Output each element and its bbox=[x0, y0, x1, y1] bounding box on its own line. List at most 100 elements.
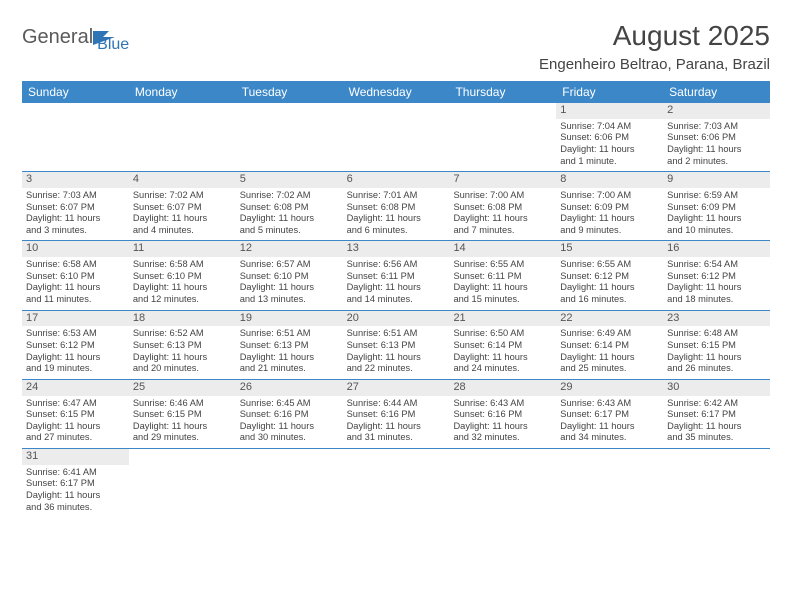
day-sunset: Sunset: 6:13 PM bbox=[133, 340, 232, 352]
day-sunrise: Sunrise: 6:45 AM bbox=[240, 398, 339, 410]
day-number-row: 31 bbox=[22, 449, 129, 465]
weekday-header: Thursday bbox=[449, 81, 556, 103]
weekday-header: Sunday bbox=[22, 81, 129, 103]
day-sunset: Sunset: 6:16 PM bbox=[240, 409, 339, 421]
day-cell: 22Sunrise: 6:49 AMSunset: 6:14 PMDayligh… bbox=[556, 311, 663, 379]
day-daylight2: and 19 minutes. bbox=[26, 363, 125, 375]
logo-text-general: General bbox=[22, 26, 93, 49]
day-sunrise: Sunrise: 6:48 AM bbox=[667, 328, 766, 340]
day-cell: 20Sunrise: 6:51 AMSunset: 6:13 PMDayligh… bbox=[343, 311, 450, 379]
day-cell bbox=[343, 103, 450, 171]
day-daylight1: Daylight: 11 hours bbox=[133, 421, 232, 433]
week-row: 1Sunrise: 7:04 AMSunset: 6:06 PMDaylight… bbox=[22, 103, 770, 172]
day-sunset: Sunset: 6:14 PM bbox=[453, 340, 552, 352]
day-cell: 25Sunrise: 6:46 AMSunset: 6:15 PMDayligh… bbox=[129, 380, 236, 448]
day-number-row: 30 bbox=[663, 380, 770, 396]
day-sunset: Sunset: 6:16 PM bbox=[453, 409, 552, 421]
month-title: August 2025 bbox=[539, 20, 770, 52]
day-cell bbox=[129, 103, 236, 171]
day-number-row: 16 bbox=[663, 241, 770, 257]
logo: General Blue bbox=[22, 20, 129, 54]
day-sunrise: Sunrise: 6:59 AM bbox=[667, 190, 766, 202]
day-cell bbox=[663, 449, 770, 517]
day-number: 30 bbox=[667, 381, 679, 393]
day-daylight1: Daylight: 11 hours bbox=[453, 352, 552, 364]
day-cell bbox=[449, 103, 556, 171]
day-sunset: Sunset: 6:10 PM bbox=[26, 271, 125, 283]
day-number: 10 bbox=[26, 242, 38, 254]
day-daylight1: Daylight: 11 hours bbox=[133, 352, 232, 364]
day-cell: 13Sunrise: 6:56 AMSunset: 6:11 PMDayligh… bbox=[343, 241, 450, 309]
week-row: 10Sunrise: 6:58 AMSunset: 6:10 PMDayligh… bbox=[22, 241, 770, 310]
day-daylight2: and 12 minutes. bbox=[133, 294, 232, 306]
day-daylight2: and 24 minutes. bbox=[453, 363, 552, 375]
day-daylight2: and 20 minutes. bbox=[133, 363, 232, 375]
day-number: 24 bbox=[26, 381, 38, 393]
day-daylight2: and 18 minutes. bbox=[667, 294, 766, 306]
day-number: 25 bbox=[133, 381, 145, 393]
day-cell: 3Sunrise: 7:03 AMSunset: 6:07 PMDaylight… bbox=[22, 172, 129, 240]
day-sunrise: Sunrise: 6:52 AM bbox=[133, 328, 232, 340]
day-cell: 1Sunrise: 7:04 AMSunset: 6:06 PMDaylight… bbox=[556, 103, 663, 171]
day-cell bbox=[22, 103, 129, 171]
day-sunset: Sunset: 6:12 PM bbox=[26, 340, 125, 352]
week-row: 3Sunrise: 7:03 AMSunset: 6:07 PMDaylight… bbox=[22, 172, 770, 241]
day-daylight2: and 7 minutes. bbox=[453, 225, 552, 237]
day-sunset: Sunset: 6:15 PM bbox=[667, 340, 766, 352]
day-number: 13 bbox=[347, 242, 359, 254]
day-cell: 21Sunrise: 6:50 AMSunset: 6:14 PMDayligh… bbox=[449, 311, 556, 379]
day-cell: 5Sunrise: 7:02 AMSunset: 6:08 PMDaylight… bbox=[236, 172, 343, 240]
logo-text-blue: Blue bbox=[97, 36, 129, 54]
day-sunset: Sunset: 6:10 PM bbox=[240, 271, 339, 283]
day-sunset: Sunset: 6:07 PM bbox=[26, 202, 125, 214]
day-number: 2 bbox=[667, 104, 673, 116]
day-number: 9 bbox=[667, 173, 673, 185]
day-cell bbox=[343, 449, 450, 517]
day-daylight2: and 26 minutes. bbox=[667, 363, 766, 375]
day-number: 23 bbox=[667, 312, 679, 324]
day-cell: 16Sunrise: 6:54 AMSunset: 6:12 PMDayligh… bbox=[663, 241, 770, 309]
day-daylight2: and 30 minutes. bbox=[240, 432, 339, 444]
day-cell: 12Sunrise: 6:57 AMSunset: 6:10 PMDayligh… bbox=[236, 241, 343, 309]
day-number-row: 12 bbox=[236, 241, 343, 257]
day-number-row: 24 bbox=[22, 380, 129, 396]
weekday-header: Tuesday bbox=[236, 81, 343, 103]
week-row: 17Sunrise: 6:53 AMSunset: 6:12 PMDayligh… bbox=[22, 311, 770, 380]
day-daylight1: Daylight: 11 hours bbox=[26, 282, 125, 294]
day-daylight2: and 6 minutes. bbox=[347, 225, 446, 237]
day-daylight1: Daylight: 11 hours bbox=[240, 421, 339, 433]
day-sunrise: Sunrise: 7:02 AM bbox=[133, 190, 232, 202]
day-sunrise: Sunrise: 6:56 AM bbox=[347, 259, 446, 271]
weeks-container: 1Sunrise: 7:04 AMSunset: 6:06 PMDaylight… bbox=[22, 103, 770, 517]
day-number: 5 bbox=[240, 173, 246, 185]
title-block: August 2025 Engenheiro Beltrao, Parana, … bbox=[539, 20, 770, 73]
day-number: 18 bbox=[133, 312, 145, 324]
day-daylight2: and 1 minute. bbox=[560, 156, 659, 168]
day-daylight1: Daylight: 11 hours bbox=[667, 213, 766, 225]
day-number: 1 bbox=[560, 104, 566, 116]
day-cell: 4Sunrise: 7:02 AMSunset: 6:07 PMDaylight… bbox=[129, 172, 236, 240]
day-cell: 24Sunrise: 6:47 AMSunset: 6:15 PMDayligh… bbox=[22, 380, 129, 448]
day-cell: 8Sunrise: 7:00 AMSunset: 6:09 PMDaylight… bbox=[556, 172, 663, 240]
day-daylight1: Daylight: 11 hours bbox=[133, 282, 232, 294]
day-number: 26 bbox=[240, 381, 252, 393]
day-sunrise: Sunrise: 6:55 AM bbox=[453, 259, 552, 271]
day-sunrise: Sunrise: 6:53 AM bbox=[26, 328, 125, 340]
day-daylight2: and 22 minutes. bbox=[347, 363, 446, 375]
day-daylight1: Daylight: 11 hours bbox=[26, 352, 125, 364]
day-number-row: 11 bbox=[129, 241, 236, 257]
day-sunset: Sunset: 6:13 PM bbox=[347, 340, 446, 352]
header: General Blue August 2025 Engenheiro Belt… bbox=[22, 20, 770, 73]
day-daylight1: Daylight: 11 hours bbox=[560, 421, 659, 433]
day-sunrise: Sunrise: 6:51 AM bbox=[240, 328, 339, 340]
day-sunrise: Sunrise: 6:41 AM bbox=[26, 467, 125, 479]
day-daylight1: Daylight: 11 hours bbox=[667, 144, 766, 156]
day-daylight2: and 32 minutes. bbox=[453, 432, 552, 444]
day-sunrise: Sunrise: 6:58 AM bbox=[26, 259, 125, 271]
day-number-row: 23 bbox=[663, 311, 770, 327]
location: Engenheiro Beltrao, Parana, Brazil bbox=[539, 56, 770, 73]
day-daylight2: and 2 minutes. bbox=[667, 156, 766, 168]
day-number: 27 bbox=[347, 381, 359, 393]
day-number: 17 bbox=[26, 312, 38, 324]
day-cell: 18 Sunrise: 6:52 AMSunset: 6:13 PMDayligh… bbox=[129, 311, 236, 379]
